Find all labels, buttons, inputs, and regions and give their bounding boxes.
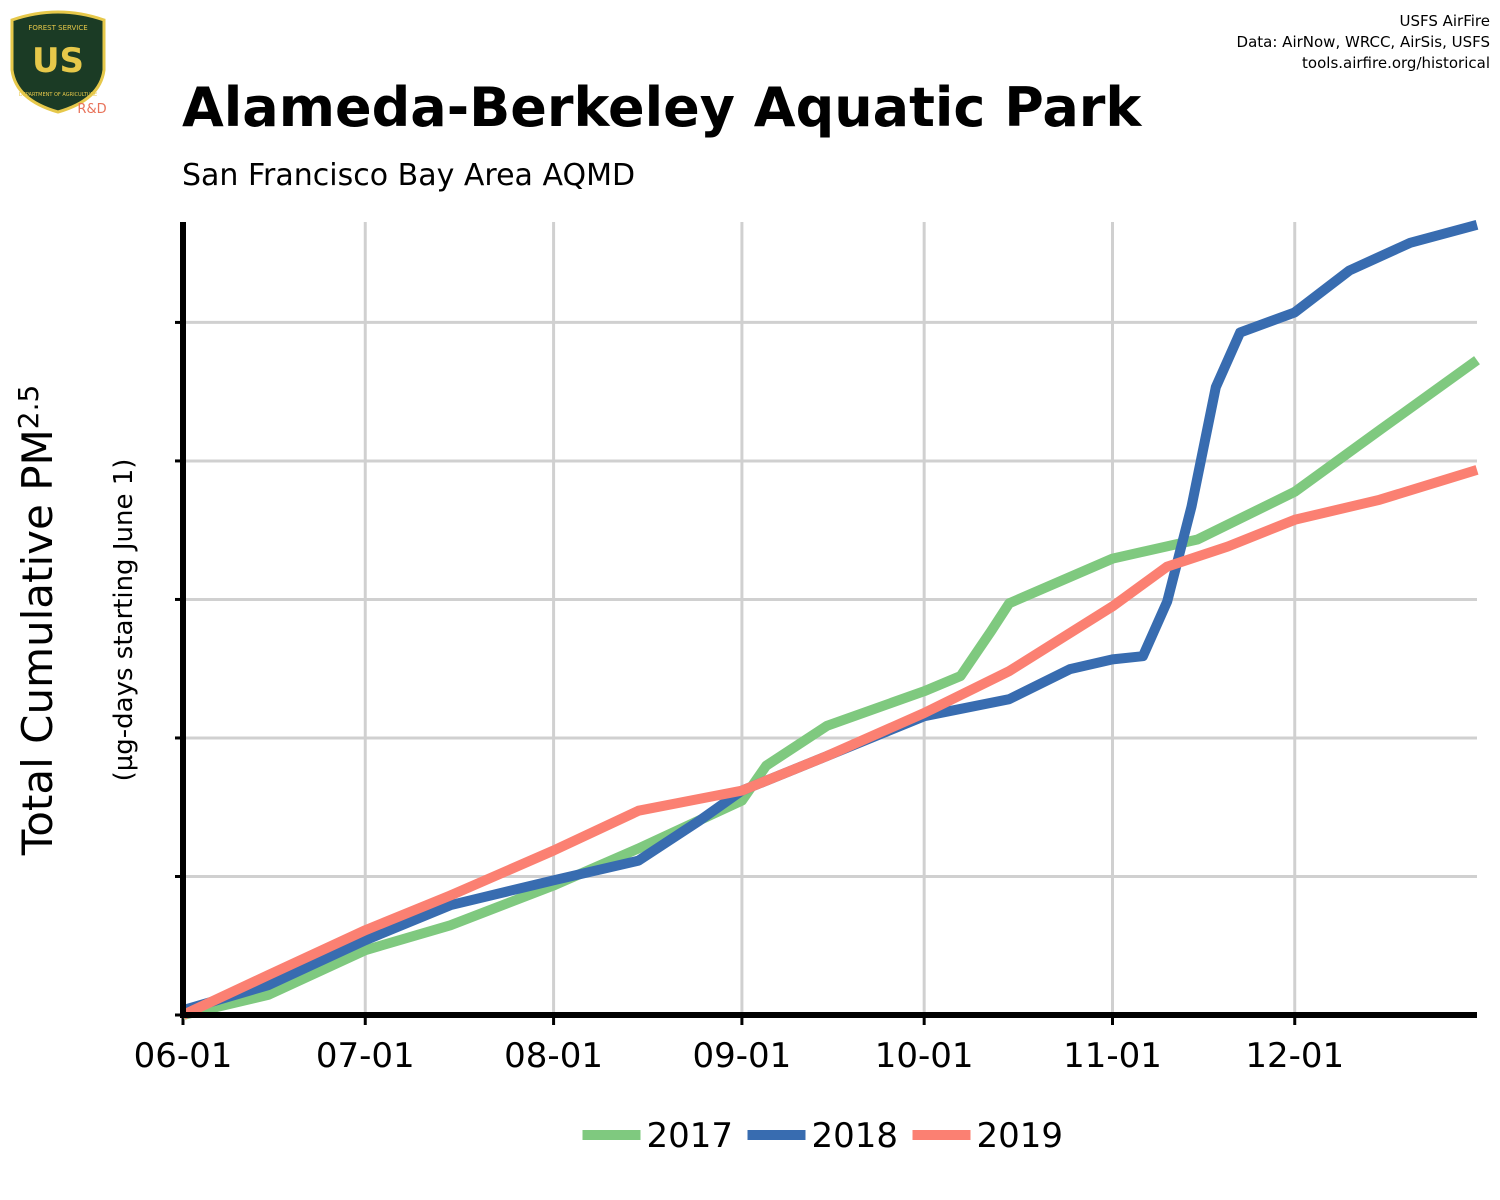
legend-label: 2017 <box>647 1116 734 1156</box>
series-line <box>181 356 1480 1020</box>
series-line <box>181 219 1479 1015</box>
y-axis-label: Total Cumulative PM2.5 <box>12 385 62 857</box>
logo-top: FOREST SERVICE <box>28 24 87 32</box>
legend-label: 2018 <box>812 1116 899 1156</box>
credit: tools.airfire.org/historical <box>1302 54 1490 72</box>
x-tick-label: 12-01 <box>1245 1036 1344 1076</box>
x-tick-label: 08-01 <box>504 1036 603 1076</box>
x-tick-label: 06-01 <box>134 1036 233 1076</box>
y-label-sub: 2.5 <box>12 385 45 430</box>
x-tick-label: 07-01 <box>316 1036 415 1076</box>
logo-bottom: DEPARTMENT OF AGRICULTURE <box>19 92 97 98</box>
x-tick-label: 09-01 <box>693 1036 792 1076</box>
y-label-main: Total Cumulative PM <box>13 429 62 856</box>
credit: USFS AirFire <box>1399 12 1490 30</box>
logo-letters: US <box>32 41 84 81</box>
logo: US FOREST SERVICE DEPARTMENT OF AGRICULT… <box>10 10 107 117</box>
x-tick-label: 10-01 <box>875 1036 974 1076</box>
x-tick-label: 11-01 <box>1063 1036 1162 1076</box>
series-line <box>180 465 1479 1020</box>
y-axis-note: (µg-days starting June 1) <box>109 459 139 782</box>
logo-shield <box>10 10 106 114</box>
chart-subtitle: San Francisco Bay Area AQMD <box>182 158 635 193</box>
logo-tag: R&D <box>77 102 106 117</box>
chart-title: Alameda-Berkeley Aquatic Park <box>182 76 1142 139</box>
credit: Data: AirNow, WRCC, AirSis, USFS <box>1237 33 1490 51</box>
legend-label: 2019 <box>977 1116 1064 1156</box>
